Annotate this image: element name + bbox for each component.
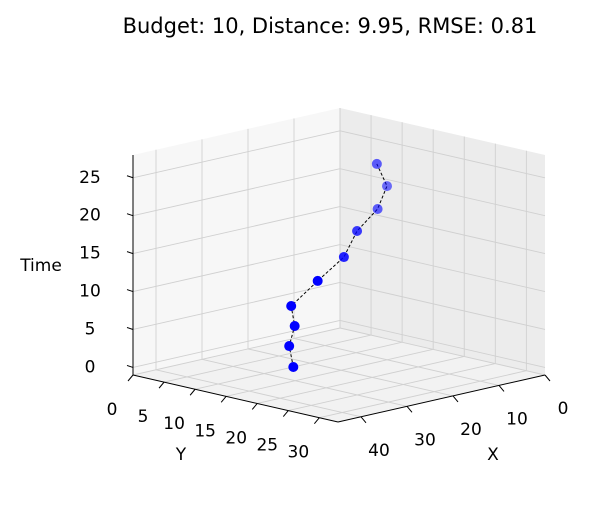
grid-line [195, 341, 403, 390]
z-tick [126, 251, 134, 255]
z-tick-label: 25 [79, 168, 101, 188]
grid-line [339, 319, 546, 368]
chart-title: Budget: 10, Distance: 9.95, RMSE: 0.81 [123, 14, 538, 38]
y-tick-label: 30 [288, 443, 310, 463]
point [284, 341, 295, 352]
grid-line [319, 370, 527, 419]
x-tick-label: 0 [558, 399, 569, 419]
grid-line [293, 338, 500, 386]
point [371, 158, 382, 169]
y-tick-label: 25 [256, 436, 278, 456]
grid-line [132, 206, 341, 255]
y-tick-label: 10 [163, 414, 185, 434]
grid-line [201, 358, 408, 407]
z-axis-label: Time [19, 256, 62, 276]
z-tick-label: 10 [79, 282, 101, 302]
y-tick [189, 388, 196, 396]
grid-line [339, 130, 546, 179]
x-tick-label: 20 [460, 420, 482, 440]
y-tick-label: 20 [225, 428, 247, 448]
y-axis-line [132, 374, 339, 423]
grid-line [155, 369, 362, 418]
grid-line [339, 327, 546, 376]
point [286, 301, 297, 312]
grid-line [226, 348, 434, 397]
x-tick [360, 416, 367, 424]
point [352, 226, 363, 237]
z-tick-label: 0 [85, 357, 96, 377]
x-tick-label: 30 [414, 430, 436, 450]
y-tick [127, 374, 134, 382]
z-tick [126, 213, 134, 217]
grid-line [257, 356, 465, 404]
point [288, 362, 299, 373]
y-tick-label: 5 [138, 407, 149, 427]
y-tick [251, 403, 258, 410]
x-tick-label: 40 [368, 441, 390, 461]
grid-line [163, 334, 372, 383]
y-tick-label: 15 [194, 421, 216, 441]
point [338, 252, 349, 263]
x-tick [544, 374, 551, 382]
z-tick-label: 5 [85, 319, 96, 339]
grid-line [132, 168, 341, 217]
point [289, 321, 300, 332]
y-axis-label: Y [175, 445, 187, 465]
y-tick [282, 410, 289, 417]
x-tick [498, 385, 505, 392]
grid-line [247, 348, 454, 397]
z-tick-label: 15 [79, 244, 101, 264]
z-tick [126, 327, 134, 330]
z-tick [126, 175, 134, 179]
trajectory-line [288, 163, 388, 368]
z-tick [126, 364, 134, 368]
y-tick-label: 0 [107, 400, 118, 420]
right-pane [340, 108, 545, 375]
x-tick [406, 406, 413, 413]
z-tick [126, 289, 134, 293]
grid-line [132, 130, 341, 179]
point [312, 275, 323, 286]
point [382, 181, 393, 192]
y-tick [158, 381, 165, 389]
grid-line [132, 319, 341, 368]
y-tick [313, 417, 320, 425]
grid-line [339, 168, 546, 217]
z-tick-label: 20 [79, 206, 101, 226]
y-tick [220, 396, 227, 403]
grid-line [132, 244, 341, 292]
grid-line [132, 327, 341, 376]
x-axis-line [337, 374, 546, 423]
x-tick [452, 395, 459, 403]
grid-line [132, 282, 341, 330]
grid-line [339, 206, 546, 255]
x-axis-label: X [487, 445, 499, 465]
grid-line [339, 244, 546, 292]
grid-line [288, 363, 496, 412]
x-tick-label: 10 [506, 409, 528, 429]
grid-line [339, 282, 546, 330]
point [372, 203, 383, 214]
